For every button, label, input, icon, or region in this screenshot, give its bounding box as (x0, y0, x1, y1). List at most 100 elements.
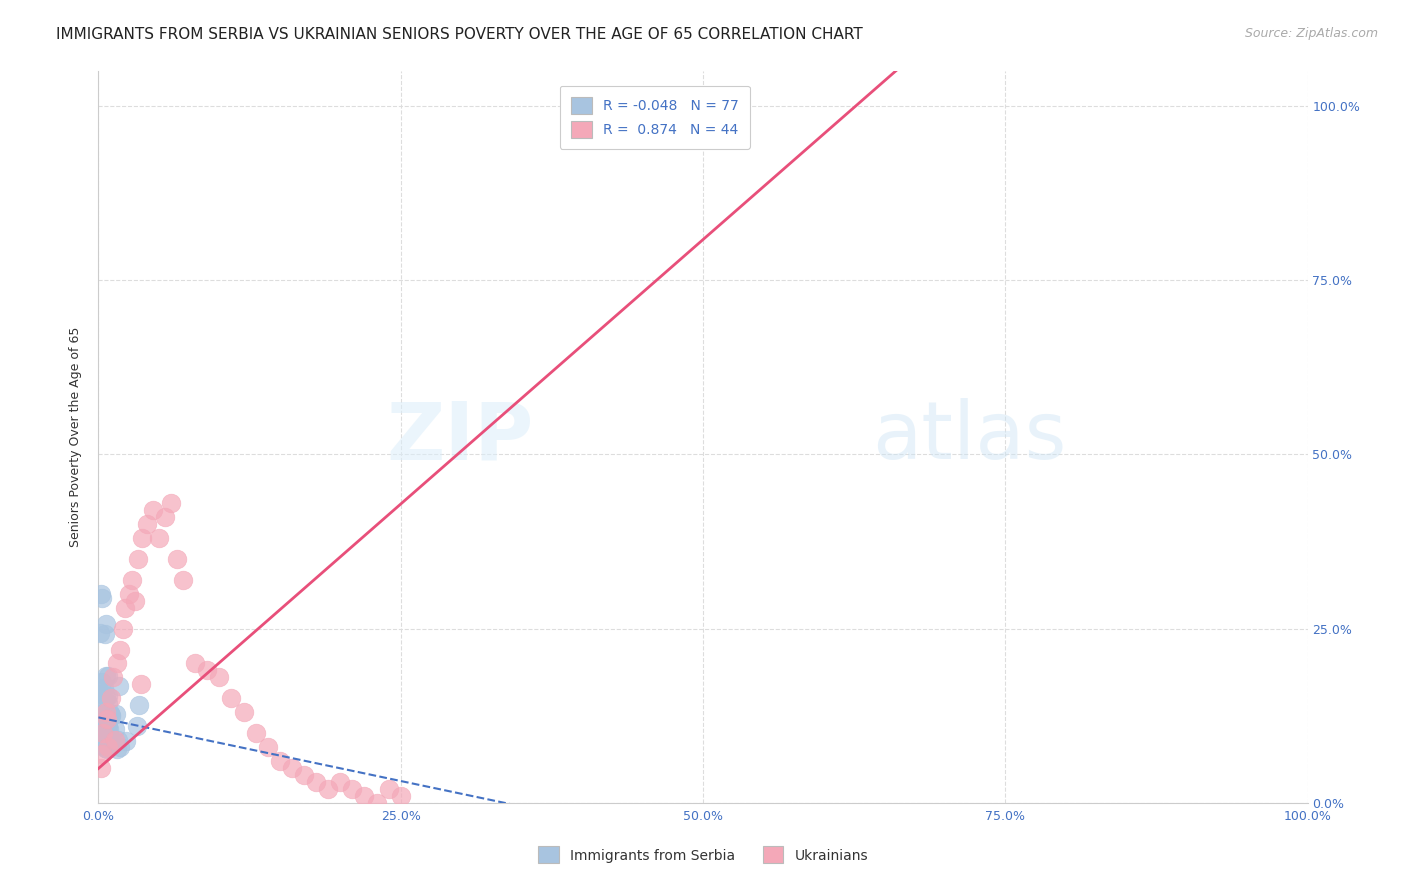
Point (97, 696, 120, 710)
Point (366, 796, 388, 810)
Point (127, 552, 149, 566)
Point (221, 691, 243, 706)
Point (100, 732, 122, 747)
Point (118, 587, 141, 601)
Point (305, 775, 328, 789)
Point (91, 729, 114, 743)
Point (94, 736, 117, 750)
Point (94, 730, 117, 744)
Point (105, 657, 128, 671)
Point (97, 690, 120, 704)
Point (89, 726, 111, 740)
Point (100, 708, 122, 723)
Point (91, 687, 114, 701)
Point (94, 730, 117, 744)
Point (96, 712, 118, 726)
Text: IMMIGRANTS FROM SERBIA VS UKRAINIAN SENIORS POVERTY OVER THE AGE OF 65 CORRELATI: IMMIGRANTS FROM SERBIA VS UKRAINIAN SENI… (56, 27, 863, 42)
Point (101, 670, 124, 684)
Point (91, 710, 114, 724)
Point (105, 742, 128, 756)
Point (91, 715, 114, 730)
Point (148, 531, 170, 545)
Point (93, 681, 115, 695)
Point (94, 669, 117, 683)
Point (184, 657, 207, 671)
Point (91, 730, 114, 744)
Point (91, 591, 114, 605)
Point (91, 734, 114, 748)
Point (87, 714, 110, 729)
Point (98, 722, 121, 736)
Point (125, 719, 148, 733)
Point (93, 727, 115, 741)
Point (96, 727, 118, 741)
Point (172, 573, 194, 587)
Legend: Immigrants from Serbia, Ukrainians: Immigrants from Serbia, Ukrainians (533, 841, 873, 869)
Point (111, 622, 134, 636)
Point (100, 738, 122, 752)
Point (94, 705, 117, 719)
Y-axis label: Seniors Poverty Over the Age of 65: Seniors Poverty Over the Age of 65 (69, 326, 83, 548)
Point (121, 573, 143, 587)
Point (256, 740, 278, 755)
Point (94, 740, 117, 755)
Text: ZIP: ZIP (387, 398, 534, 476)
Point (100, 709, 122, 723)
Point (232, 705, 254, 719)
Point (93, 727, 115, 741)
Point (195, 664, 218, 678)
Point (96, 741, 118, 756)
Point (114, 600, 136, 615)
Point (160, 496, 183, 510)
Point (90, 715, 112, 730)
Point (89, 718, 111, 732)
Point (166, 552, 188, 566)
Point (97, 668, 120, 682)
Point (269, 754, 291, 768)
Point (93, 719, 115, 733)
Point (208, 670, 231, 684)
Point (94, 617, 117, 632)
Point (353, 789, 375, 803)
Point (94, 711, 117, 725)
Point (93, 736, 115, 750)
Point (91, 718, 114, 732)
Point (108, 642, 131, 657)
Point (104, 723, 127, 737)
Point (131, 531, 153, 545)
Point (93, 733, 115, 747)
Point (292, 768, 315, 782)
Point (91, 675, 114, 690)
Point (89, 736, 111, 750)
Point (90, 700, 112, 714)
Point (329, 775, 352, 789)
Point (124, 594, 146, 608)
Point (94, 690, 117, 704)
Point (135, 517, 157, 532)
Point (96, 718, 118, 732)
Point (90, 734, 112, 748)
Point (94, 626, 117, 640)
Text: Source: ZipAtlas.com: Source: ZipAtlas.com (1244, 27, 1378, 40)
Point (97, 709, 120, 723)
Point (107, 732, 129, 747)
Point (142, 503, 165, 517)
Point (96, 731, 118, 746)
Point (89, 718, 111, 732)
Point (91, 747, 114, 761)
Point (104, 733, 127, 747)
Text: atlas: atlas (872, 398, 1067, 476)
Point (98, 733, 121, 747)
Point (108, 739, 131, 754)
Point (105, 706, 128, 721)
Point (389, 789, 412, 803)
Point (89, 735, 111, 749)
Point (98, 706, 121, 721)
Point (115, 734, 138, 748)
Point (153, 510, 176, 524)
Point (245, 726, 267, 740)
Point (107, 679, 129, 693)
Point (98, 728, 121, 742)
Point (87, 706, 110, 721)
Point (91, 724, 114, 739)
